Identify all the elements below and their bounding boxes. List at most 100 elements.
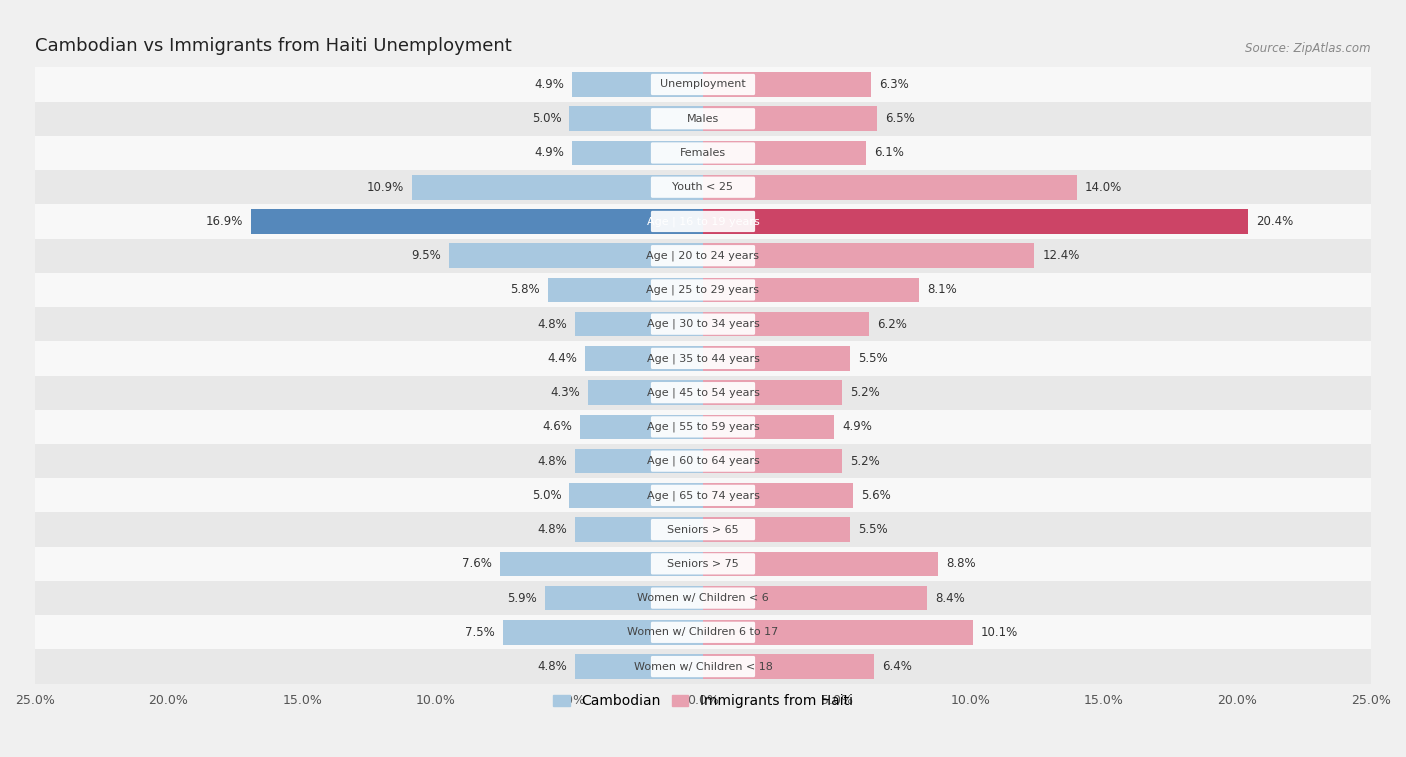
Bar	[703, 175, 1077, 200]
Text: 5.5%: 5.5%	[858, 523, 887, 536]
Text: Age | 35 to 44 years: Age | 35 to 44 years	[647, 354, 759, 363]
Text: Age | 16 to 19 years: Age | 16 to 19 years	[647, 217, 759, 226]
Bar	[703, 278, 920, 302]
Text: Females: Females	[681, 148, 725, 158]
Bar	[575, 517, 703, 542]
Text: 4.3%: 4.3%	[550, 386, 581, 399]
Text: 4.9%: 4.9%	[842, 420, 872, 434]
Bar	[35, 375, 1371, 410]
FancyBboxPatch shape	[651, 142, 755, 164]
Bar	[35, 444, 1371, 478]
Text: 4.8%: 4.8%	[537, 660, 567, 673]
Bar	[548, 278, 703, 302]
Text: 4.4%: 4.4%	[547, 352, 578, 365]
Text: Cambodian vs Immigrants from Haiti Unemployment: Cambodian vs Immigrants from Haiti Unemp…	[35, 37, 512, 55]
Bar	[575, 449, 703, 473]
Bar	[35, 547, 1371, 581]
Text: Age | 45 to 54 years: Age | 45 to 54 years	[647, 388, 759, 398]
Bar	[35, 581, 1371, 615]
FancyBboxPatch shape	[651, 176, 755, 198]
Bar	[703, 107, 877, 131]
Bar	[703, 552, 938, 576]
Text: 14.0%: 14.0%	[1085, 181, 1122, 194]
Bar	[502, 620, 703, 645]
FancyBboxPatch shape	[651, 382, 755, 403]
Text: 6.2%: 6.2%	[877, 318, 907, 331]
Text: Age | 65 to 74 years: Age | 65 to 74 years	[647, 490, 759, 500]
Text: 9.5%: 9.5%	[412, 249, 441, 262]
Text: 8.8%: 8.8%	[946, 557, 976, 570]
Bar	[35, 67, 1371, 101]
Bar	[35, 238, 1371, 273]
Bar	[703, 415, 834, 439]
Text: 5.0%: 5.0%	[531, 489, 561, 502]
Bar	[35, 410, 1371, 444]
Text: 12.4%: 12.4%	[1042, 249, 1080, 262]
Bar	[703, 449, 842, 473]
Text: Women w/ Children 6 to 17: Women w/ Children 6 to 17	[627, 628, 779, 637]
FancyBboxPatch shape	[651, 553, 755, 575]
Text: 4.8%: 4.8%	[537, 523, 567, 536]
Bar	[585, 346, 703, 371]
FancyBboxPatch shape	[651, 484, 755, 506]
Bar	[575, 312, 703, 337]
FancyBboxPatch shape	[651, 211, 755, 232]
Bar	[35, 512, 1371, 547]
Text: 4.8%: 4.8%	[537, 455, 567, 468]
Text: 7.5%: 7.5%	[465, 626, 495, 639]
FancyBboxPatch shape	[651, 74, 755, 95]
Text: 8.1%: 8.1%	[928, 283, 957, 297]
Text: 6.5%: 6.5%	[884, 112, 914, 125]
Bar	[35, 615, 1371, 650]
Text: 20.4%: 20.4%	[1256, 215, 1294, 228]
Bar	[35, 478, 1371, 512]
FancyBboxPatch shape	[651, 621, 755, 643]
Text: 4.6%: 4.6%	[543, 420, 572, 434]
Bar	[501, 552, 703, 576]
Bar	[703, 141, 866, 165]
Bar	[35, 136, 1371, 170]
FancyBboxPatch shape	[651, 656, 755, 678]
Bar	[572, 141, 703, 165]
Bar	[703, 586, 928, 610]
Text: Youth < 25: Youth < 25	[672, 182, 734, 192]
FancyBboxPatch shape	[651, 347, 755, 369]
Text: 7.6%: 7.6%	[463, 557, 492, 570]
Text: Source: ZipAtlas.com: Source: ZipAtlas.com	[1246, 42, 1371, 55]
Text: 5.5%: 5.5%	[858, 352, 887, 365]
Text: 5.0%: 5.0%	[531, 112, 561, 125]
Text: Males: Males	[688, 114, 718, 123]
Bar	[449, 243, 703, 268]
FancyBboxPatch shape	[651, 416, 755, 438]
Text: 5.8%: 5.8%	[510, 283, 540, 297]
Text: Age | 60 to 64 years: Age | 60 to 64 years	[647, 456, 759, 466]
Text: Women w/ Children < 6: Women w/ Children < 6	[637, 593, 769, 603]
Text: 5.2%: 5.2%	[851, 455, 880, 468]
FancyBboxPatch shape	[651, 587, 755, 609]
Bar	[569, 107, 703, 131]
Bar	[703, 654, 875, 679]
Text: Women w/ Children < 18: Women w/ Children < 18	[634, 662, 772, 671]
Text: 5.2%: 5.2%	[851, 386, 880, 399]
Bar	[703, 312, 869, 337]
Bar	[35, 170, 1371, 204]
Bar	[252, 209, 703, 234]
Text: 4.9%: 4.9%	[534, 78, 564, 91]
Bar	[35, 204, 1371, 238]
Text: 16.9%: 16.9%	[207, 215, 243, 228]
Bar	[703, 346, 851, 371]
Bar	[703, 517, 851, 542]
Text: Unemployment: Unemployment	[661, 79, 745, 89]
Text: 10.1%: 10.1%	[981, 626, 1018, 639]
Bar	[546, 586, 703, 610]
Bar	[35, 650, 1371, 684]
Bar	[35, 341, 1371, 375]
Bar	[703, 209, 1249, 234]
Bar	[703, 620, 973, 645]
Text: 6.1%: 6.1%	[875, 146, 904, 160]
Bar	[569, 483, 703, 508]
Bar	[581, 415, 703, 439]
Text: 6.3%: 6.3%	[879, 78, 910, 91]
Text: Age | 30 to 34 years: Age | 30 to 34 years	[647, 319, 759, 329]
Text: Seniors > 65: Seniors > 65	[668, 525, 738, 534]
